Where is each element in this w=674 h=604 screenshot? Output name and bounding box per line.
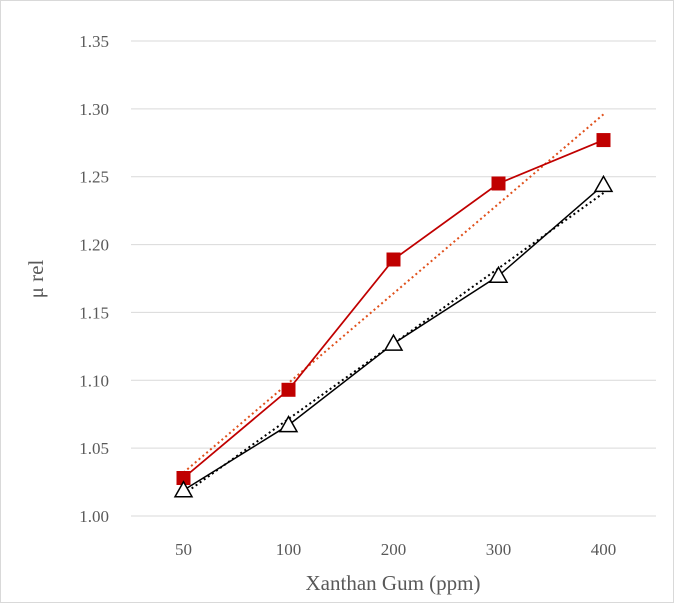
data-point-square <box>281 382 296 397</box>
data-point-square <box>386 252 401 267</box>
data-point-triangle <box>278 415 299 433</box>
x-tick-label: 50 <box>175 540 192 559</box>
x-tick-label: 200 <box>381 540 407 559</box>
x-tick-label: 400 <box>591 540 617 559</box>
data-point-triangle <box>593 174 614 193</box>
y-tick-labels: 1.00 1.05 1.10 1.15 1.20 1.25 1.30 1.35 <box>79 32 109 526</box>
trendlines <box>182 113 605 496</box>
series-line-1 <box>182 139 604 479</box>
y-tick-label: 1.20 <box>79 236 109 255</box>
x-tick-label: 300 <box>486 540 512 559</box>
x-tick-label: 100 <box>276 540 302 559</box>
data-point-square <box>176 471 191 485</box>
trendline-1 <box>182 113 605 474</box>
x-tick-labels: 50 100 200 300 400 <box>175 540 616 559</box>
data-point-square <box>491 176 506 191</box>
series-lines <box>182 139 604 491</box>
x-axis-title: Xanthan Gum (ppm) <box>306 571 481 595</box>
y-tick-label: 1.30 <box>79 100 109 119</box>
y-tick-label: 1.00 <box>79 507 109 526</box>
y-axis-title: μ rel <box>24 260 48 299</box>
data-point-triangle <box>383 333 404 351</box>
trendline-2 <box>182 192 605 496</box>
data-point-square <box>596 133 611 148</box>
data-point-triangle <box>488 265 509 284</box>
y-tick-label: 1.05 <box>79 439 109 458</box>
y-tick-label: 1.25 <box>79 168 109 187</box>
y-tick-label: 1.10 <box>79 371 109 390</box>
y-tick-label: 1.15 <box>79 303 109 322</box>
y-tick-label: 1.35 <box>79 32 109 51</box>
gridlines <box>131 40 656 517</box>
data-point-triangle <box>173 480 194 498</box>
series-markers <box>173 133 614 498</box>
